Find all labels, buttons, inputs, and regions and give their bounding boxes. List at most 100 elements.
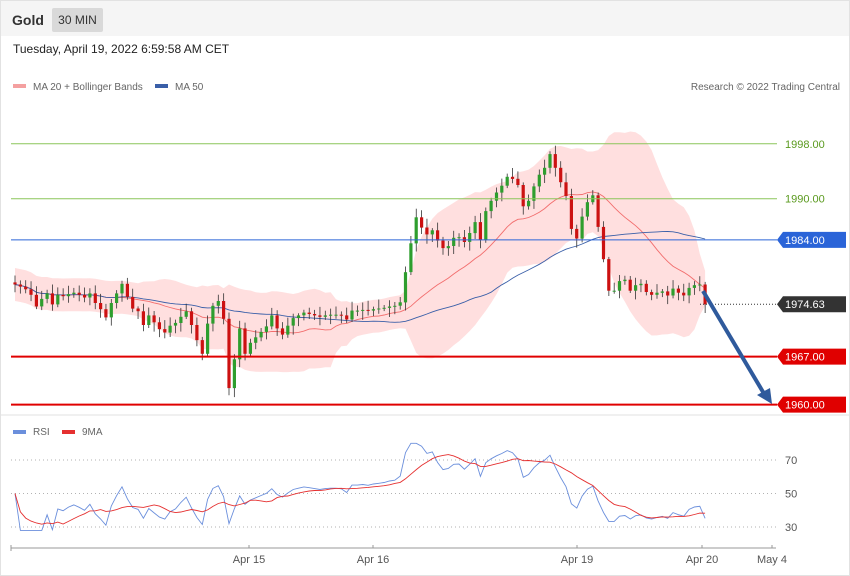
candle-body: [580, 216, 584, 239]
rsi-tick-label: 50: [785, 489, 797, 501]
candle-body: [136, 308, 140, 312]
rsi-line: [14, 442, 706, 532]
candle-body: [206, 323, 210, 354]
candle-body: [259, 331, 263, 338]
level-label: 1984.00: [785, 235, 825, 247]
candle-body: [141, 311, 145, 325]
candle-body: [83, 294, 87, 298]
candle-body: [88, 293, 92, 298]
candle-body: [596, 195, 600, 227]
rsi-ma-line: [14, 454, 706, 525]
candle-body: [131, 296, 135, 309]
candle-body: [377, 308, 381, 310]
candle-body: [543, 167, 547, 175]
candle-body: [99, 303, 103, 310]
ma50-line: [14, 231, 706, 323]
candle-body: [157, 322, 161, 330]
candle-body: [398, 302, 402, 306]
candle-body: [468, 233, 472, 242]
time-tick-label: Apr 15: [233, 554, 265, 566]
candle-body: [634, 285, 638, 291]
candle-body: [29, 289, 33, 295]
candle-body: [173, 322, 178, 326]
candle-body: [366, 309, 370, 311]
level-tag-1967.00: [777, 348, 846, 365]
candle-body: [184, 311, 188, 317]
time-tick-label: Apr 16: [357, 554, 389, 566]
candle-body: [607, 259, 611, 291]
candle-body: [617, 281, 622, 291]
level-label: 1998.00: [785, 139, 825, 151]
candle-body: [66, 294, 71, 297]
candle-body: [323, 315, 327, 317]
level-tag-1984.00: [777, 231, 846, 248]
candle-body: [350, 310, 354, 320]
rsi-tick-label: 30: [785, 522, 797, 534]
candle-body: [104, 309, 108, 318]
candle-body: [152, 315, 156, 323]
level-tag-1960.00: [777, 396, 846, 413]
ma20-legend-swatch: [13, 84, 26, 88]
candle-body: [355, 310, 359, 312]
candle-body: [639, 283, 643, 286]
candle-body: [452, 237, 456, 246]
candle-body: [409, 243, 413, 273]
candle-body: [494, 192, 499, 201]
timeframe-button[interactable]: 30 MIN: [52, 8, 103, 32]
candle-body: [296, 315, 301, 319]
candle-body: [473, 222, 477, 234]
candle-body: [275, 315, 279, 329]
rsi-ma-legend-swatch: [62, 430, 75, 434]
level-label: 1960.00: [785, 400, 825, 412]
level-label: 1967.00: [785, 352, 825, 364]
candle-body: [623, 279, 627, 282]
candle-body: [232, 359, 236, 389]
credit-text: Research © 2022 Trading Central: [691, 82, 840, 93]
candle-body: [222, 301, 226, 319]
candle-body: [532, 186, 536, 201]
candle-body: [302, 312, 306, 316]
forecast-arrow-head: [757, 388, 772, 404]
candle-body: [13, 282, 17, 285]
candle-body: [628, 279, 632, 291]
candle-body: [291, 318, 295, 326]
candle-body: [254, 337, 258, 343]
candle-body: [569, 196, 573, 229]
candle-body: [24, 286, 28, 290]
candle-body: [698, 284, 702, 286]
candle-body: [564, 182, 568, 196]
rsi-tick-label: 70: [785, 455, 797, 467]
candle-body: [650, 292, 654, 295]
candle-body: [195, 325, 199, 341]
ma20-legend-label: MA 20 + Bollinger Bands: [33, 82, 143, 93]
candle-body: [318, 315, 322, 317]
candle-body: [56, 294, 60, 305]
candle-body: [393, 305, 397, 307]
candle-body: [34, 294, 38, 307]
candle-body: [484, 211, 488, 240]
rsi-ma-legend-label: 9MA: [82, 427, 103, 438]
candle-body: [430, 230, 434, 235]
candle-body: [18, 284, 22, 287]
candle-body: [147, 315, 151, 325]
candle-body: [125, 283, 129, 297]
candle-body: [329, 314, 333, 316]
ma50-legend-swatch: [155, 84, 168, 88]
candle-body: [109, 303, 113, 318]
candle-body: [425, 227, 429, 235]
candle-body: [446, 246, 450, 249]
time-tick-label: May 4: [757, 554, 787, 566]
candle-body: [339, 314, 343, 316]
candle-body: [387, 306, 392, 308]
candle-body: [371, 309, 375, 311]
ma20-line: [14, 191, 706, 334]
candle-body: [93, 293, 97, 303]
candle-body: [286, 325, 290, 335]
level-label: 1974.63: [785, 299, 825, 311]
candle-body: [163, 329, 167, 333]
bollinger-band: [15, 131, 706, 373]
candle-body: [575, 228, 579, 239]
candle-body: [40, 298, 44, 307]
forecast-arrow-line: [701, 289, 768, 399]
